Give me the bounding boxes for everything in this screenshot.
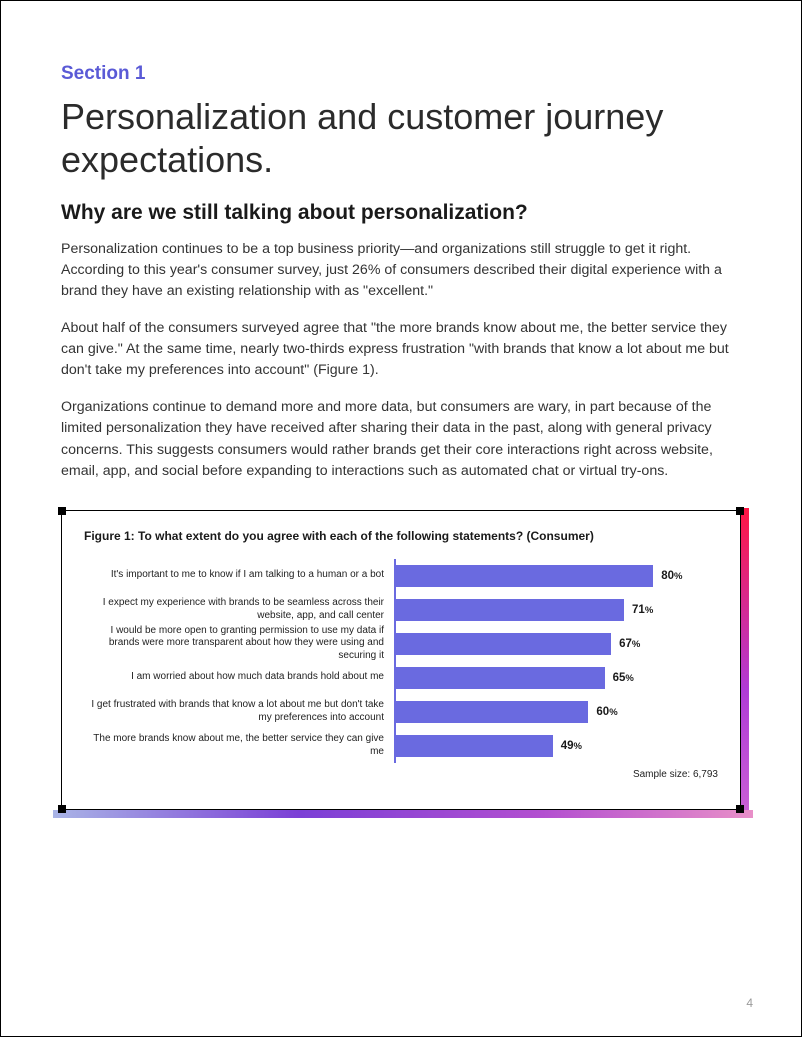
bar-track: 49% [394,729,718,763]
subheading: Why are we still talking about personali… [61,201,741,225]
bar-track: 60% [394,695,718,729]
crop-mark-icon [736,507,744,515]
bar-label: It's important to me to know if I am tal… [84,569,394,582]
bar-value: 65% [613,672,634,684]
page-title: Personalization and customer journey exp… [61,95,741,181]
bar-track: 71% [394,593,718,627]
bar-row: The more brands know about me, the bette… [84,729,718,763]
bar-chart: It's important to me to know if I am tal… [84,559,718,763]
paragraph-3: Organizations continue to demand more an… [61,397,741,481]
bar-track: 65% [394,661,718,695]
bar-label: I am worried about how much data brands … [84,671,394,684]
section-label: Section 1 [61,63,741,85]
bar-row: I expect my experience with brands to be… [84,593,718,627]
bar [394,633,611,655]
bar-track: 67% [394,627,718,661]
figure-frame: Figure 1: To what extent do you agree wi… [61,510,741,810]
bar-label: The more brands know about me, the bette… [84,733,394,758]
bar-row: I would be more open to granting permiss… [84,627,718,661]
bar-value: 60% [596,706,617,718]
bar-label: I expect my experience with brands to be… [84,597,394,622]
bar [394,599,624,621]
paragraph-2: About half of the consumers surveyed agr… [61,318,741,381]
bar-value: 80% [661,570,682,582]
gradient-right-strip [741,508,749,812]
bar-row: I am worried about how much data brands … [84,661,718,695]
bar-label: I would be more open to granting permiss… [84,625,394,663]
crop-mark-icon [58,507,66,515]
figure-1: Figure 1: To what extent do you agree wi… [61,510,741,810]
sample-size: Sample size: 6,793 [84,769,718,780]
bar [394,701,588,723]
bar-track: 80% [394,559,718,593]
bar [394,667,605,689]
bar-value: 67% [619,638,640,650]
bar [394,735,553,757]
bar-row: It's important to me to know if I am tal… [84,559,718,593]
bar-value: 49% [561,740,582,752]
bar [394,565,653,587]
page-number: 4 [746,996,753,1010]
bar-label: I get frustrated with brands that know a… [84,699,394,724]
figure-title: Figure 1: To what extent do you agree wi… [84,529,718,543]
crop-mark-icon [58,805,66,813]
paragraph-1: Personalization continues to be a top bu… [61,239,741,302]
crop-mark-icon [736,805,744,813]
bar-value: 71% [632,604,653,616]
bar-row: I get frustrated with brands that know a… [84,695,718,729]
gradient-bottom-strip [53,810,753,818]
